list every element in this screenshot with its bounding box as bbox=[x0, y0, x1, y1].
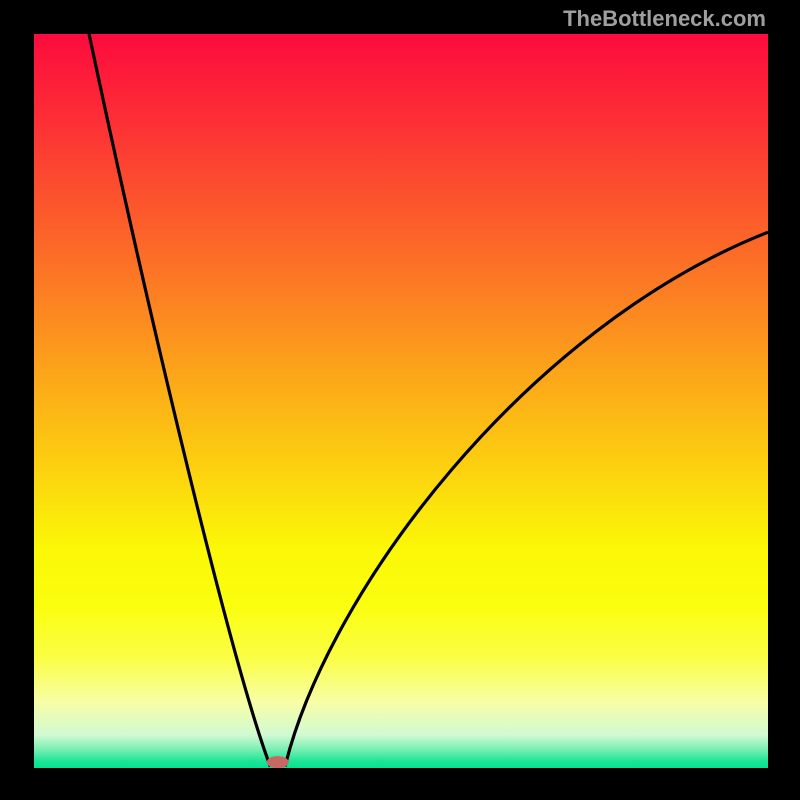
plot-area bbox=[34, 34, 768, 768]
curve-right-branch bbox=[285, 232, 768, 766]
curve-layer bbox=[34, 34, 768, 768]
curve-left-branch bbox=[89, 34, 270, 767]
chart-container: TheBottleneck.com bbox=[0, 0, 800, 800]
watermark-text: TheBottleneck.com bbox=[563, 6, 766, 32]
minimum-marker bbox=[267, 756, 289, 768]
